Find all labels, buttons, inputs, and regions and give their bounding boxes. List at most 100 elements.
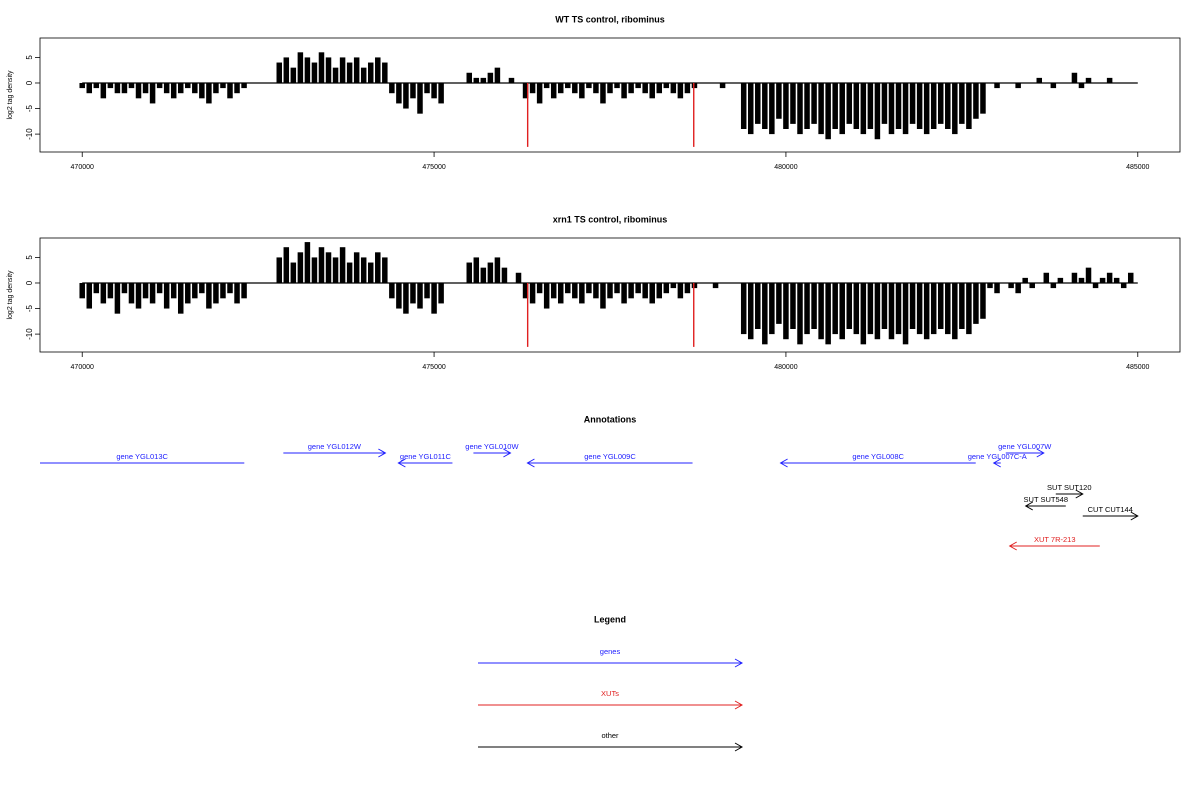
signal-bar [1085, 77, 1092, 83]
signal-bar [747, 282, 754, 340]
y-tick-label: 0 [25, 80, 34, 85]
plot-frame [39, 237, 1181, 353]
arrow-head [734, 700, 744, 710]
signal-bar [339, 57, 346, 83]
signal-bar [994, 282, 1000, 294]
signal-bar [135, 82, 142, 99]
legend-label: XUTs [601, 689, 619, 698]
signal-bar [839, 82, 845, 135]
signal-bar [93, 282, 100, 294]
signal-bar [360, 257, 367, 283]
signal-bar [973, 282, 979, 324]
signal-bar [297, 52, 304, 83]
signal-bar [375, 57, 381, 83]
signal-bar [163, 282, 170, 309]
signal-bar [403, 82, 409, 109]
signal-bar [881, 282, 888, 329]
x-tick-label: 480000 [774, 364, 797, 371]
feature-arrow [1008, 541, 1100, 551]
signal-bar [107, 282, 114, 299]
signal-bar [494, 67, 501, 83]
signal-bar [206, 82, 212, 104]
signal-bar [642, 82, 648, 94]
feature-arrow [526, 458, 693, 468]
signal-bar [628, 282, 634, 299]
signal-bar [185, 282, 191, 304]
arrow-head [1008, 541, 1017, 551]
y-tick-label: -5 [25, 104, 34, 112]
signal-bar [501, 267, 508, 283]
signal-bar [656, 282, 663, 299]
x-tick-label: 475000 [422, 164, 445, 171]
signal-bar [909, 82, 916, 124]
signal-bar [220, 82, 226, 89]
signal-bar [579, 82, 585, 99]
signal-bar [1085, 267, 1092, 283]
signal-bar [952, 82, 958, 135]
signal-bar [121, 82, 128, 94]
signal-bar [677, 82, 684, 99]
signal-bar [290, 67, 297, 83]
signal-bar [311, 62, 318, 83]
feature-arrow [283, 448, 387, 458]
x-tick-label: 475000 [422, 364, 445, 371]
signal-bar [719, 82, 726, 89]
signal-bar [93, 82, 100, 89]
signal-bar [199, 82, 205, 99]
signal-bar [607, 82, 613, 94]
signal-bar [156, 82, 163, 89]
signal-bar [635, 82, 641, 89]
y-tick-label: 5 [25, 255, 34, 260]
signal-bar [1113, 277, 1120, 283]
signal-bar [565, 282, 571, 294]
signal-bar [367, 62, 374, 83]
signal-bar [966, 82, 972, 129]
signal-bar [431, 82, 437, 99]
signal-bar [593, 82, 599, 94]
y-tick-label: -5 [25, 304, 34, 312]
signal-bar [107, 82, 114, 89]
signal-bar [945, 82, 951, 129]
chart-title: xrn1 TS control, ribominus [553, 214, 668, 224]
signal-bar [543, 82, 550, 89]
signal-bar [142, 82, 149, 94]
signal-bar [811, 282, 817, 329]
signal-bar [600, 282, 606, 309]
signal-bar [135, 282, 142, 309]
signal-bar [156, 282, 163, 294]
signal-bar [642, 282, 648, 299]
x-tick-label: 470000 [71, 164, 94, 171]
signal-bar [1078, 82, 1085, 89]
signal-bar [959, 282, 965, 329]
feature-arrow [1082, 511, 1139, 521]
signal-bar [1008, 282, 1014, 289]
signal-bar [1071, 272, 1078, 283]
signal-bar [424, 82, 430, 94]
signal-bar [874, 82, 881, 140]
signal-bar [185, 82, 191, 89]
signal-bar [670, 82, 677, 94]
signal-bar [902, 82, 909, 135]
signal-bar [311, 257, 318, 283]
signal-bar [973, 82, 979, 119]
signal-bar [192, 82, 198, 94]
y-tick-label: 5 [25, 55, 34, 60]
signal-bar [1036, 77, 1043, 83]
signal-bar [860, 282, 867, 345]
arrow-head [734, 742, 744, 752]
signal-bar [438, 82, 444, 104]
signal-bar [930, 282, 937, 335]
signal-bar [966, 282, 972, 335]
signal-bar [804, 82, 810, 129]
signal-bar [846, 82, 853, 124]
arrow-head [526, 458, 535, 468]
legend-label: other [601, 731, 619, 740]
signal-bar [557, 82, 564, 94]
signal-bar [649, 82, 655, 99]
signal-bar [881, 82, 888, 124]
signal-bar [100, 282, 107, 304]
signal-bar [522, 282, 529, 299]
signal-bar [163, 82, 170, 94]
signal-bar [536, 282, 543, 294]
